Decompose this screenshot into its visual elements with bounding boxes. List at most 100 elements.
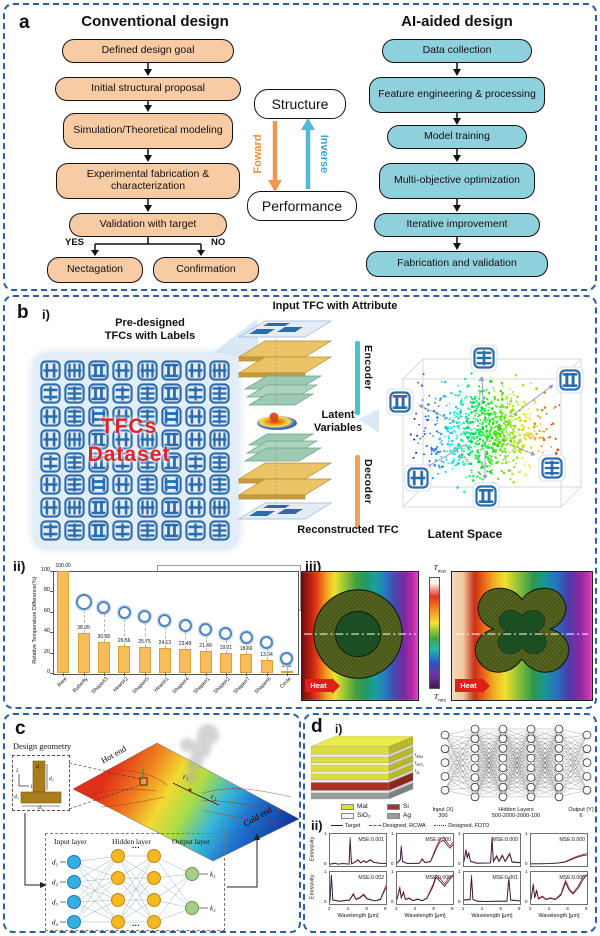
- wavelength-label: Wavelength [μm]: [471, 913, 513, 919]
- conventional-title: Conventional design: [81, 13, 229, 30]
- flow-step-confirmation: Confirmation: [153, 257, 259, 283]
- shape-glyph: [75, 593, 92, 610]
- svg-text:k₁: k₁: [210, 871, 216, 879]
- bar-value: 21.49: [199, 643, 212, 650]
- y-tick: 60: [43, 607, 50, 614]
- shape-glyph: [97, 601, 111, 615]
- svg-text:MSE:0.000: MSE:0.000: [559, 837, 585, 843]
- svg-text:d₃: d₃: [38, 805, 43, 810]
- bar: [57, 571, 70, 673]
- heat-arrow-right: Heat: [455, 677, 490, 694]
- svg-text:MSE:0.000: MSE:0.000: [492, 837, 518, 843]
- encoder-decoder-stack: [237, 320, 333, 520]
- panel-d-sub-ii: ii): [311, 818, 323, 833]
- panel-b: b i) Pre-designed TFCs with Labels TFCs …: [3, 295, 597, 709]
- flow-step-nectagation: Nectagation: [47, 257, 143, 283]
- bar-value: 38.95: [77, 625, 90, 632]
- shape-glyph: [260, 635, 273, 649]
- tfc-glyph: [64, 474, 85, 495]
- design-geometry-title: Design geometry: [13, 741, 72, 751]
- bar-value: 18.66: [239, 645, 253, 652]
- legend-si: Si: [403, 803, 409, 810]
- x-tick: 2: [395, 906, 398, 911]
- bar-value: 25.75: [138, 638, 151, 645]
- shape-glyph: [117, 606, 131, 620]
- x-tick: 4: [413, 906, 417, 911]
- emissivity-plot: MSE:0.001: [463, 871, 521, 905]
- svg-text:MSE:0.000: MSE:0.000: [425, 875, 451, 881]
- bar: [219, 653, 232, 673]
- rtd-bar-chart: RTD = ∑Ω₁(Tcloak,i − Tref)2∑Ω₁(Tref − Tb…: [23, 561, 303, 709]
- legend-ag: Ag: [403, 812, 411, 819]
- dataset-caption: Pre-designed TFCs with Labels: [104, 317, 196, 343]
- shape-glyph: [158, 614, 172, 628]
- tfc-glyph: [185, 360, 206, 381]
- tfc-glyph: [64, 360, 85, 381]
- legend-swatch-mat: [341, 804, 354, 810]
- tfc-glyph: [185, 474, 206, 495]
- tfc-glyph: [112, 474, 133, 495]
- bar: [97, 641, 110, 673]
- bar: [179, 649, 192, 673]
- shape-glyph: [178, 618, 192, 632]
- dataset-overlay-line2: Dataset: [87, 443, 171, 466]
- flow-step-feature-eng: Feature engineering & processing: [369, 77, 545, 113]
- tfc-glyph: [137, 383, 158, 404]
- x-tick: 6: [432, 906, 435, 911]
- tfc-glyph: [88, 474, 109, 495]
- tmin-label: Tmin: [434, 692, 446, 704]
- emissivity-ylabel: Emissivity: [309, 874, 316, 899]
- y-tick: 80: [43, 587, 50, 594]
- svg-text:d₂: d₂: [52, 879, 59, 887]
- flow-step-multi-objective: Multi-objective optimization: [379, 163, 535, 199]
- heatmap-circle-cloak: [301, 571, 419, 701]
- bar-value: 100.00: [55, 563, 71, 569]
- bar: [240, 653, 253, 673]
- svg-text:···: ···: [132, 921, 140, 930]
- tfc-glyph: [64, 497, 85, 518]
- legend-swatch-si: [387, 804, 400, 810]
- y-tick: 20: [43, 648, 50, 655]
- panel-d-sub-i: i): [335, 722, 343, 736]
- tfc-glyph: [88, 520, 109, 541]
- emissivity-plot: MSE:0.000: [530, 871, 588, 905]
- bar-value: 26.56: [117, 637, 131, 644]
- latent-scatter-points: [409, 372, 561, 494]
- tfc-glyph: [112, 520, 133, 541]
- bar-value: 13.04: [260, 651, 273, 658]
- emissivity-ylabel: Emissivity: [309, 836, 316, 861]
- multilayer-stack: [310, 736, 414, 800]
- svg-text:d₄: d₄: [52, 919, 59, 927]
- tfc-glyph: [137, 360, 158, 381]
- y-tick: 40: [43, 628, 50, 635]
- heat-arrow-left: Heat: [305, 677, 340, 694]
- shape-glyph: [280, 652, 294, 666]
- tfc-glyph: [40, 474, 61, 495]
- legend-swatch-sio2: [341, 813, 354, 819]
- emissivity-legend: Target Designed, RCWA Designed, FDTD: [331, 822, 496, 829]
- reconstructed-caption: Reconstructed TFC: [297, 524, 399, 536]
- tfc-glyph: [40, 520, 61, 541]
- tfc-glyph: [112, 360, 133, 381]
- svg-text:MSE:0.000: MSE:0.000: [425, 837, 451, 843]
- dataset-overlay-line1: TFCs: [100, 415, 158, 438]
- tfc-glyph: [161, 360, 182, 381]
- tfc-glyph: [40, 497, 61, 518]
- panel-a: a Conventional design AI-aided design De…: [3, 3, 597, 291]
- emissivity-plot: MSE:0.001: [329, 833, 387, 867]
- tfc-glyph: [161, 520, 182, 541]
- tfc-glyph: [161, 474, 182, 495]
- emissivity-plot: MSE:0.000: [396, 871, 454, 905]
- bar: [77, 633, 90, 673]
- bar: [158, 648, 171, 673]
- input-tfc-caption: Input TFC with Attribute: [272, 300, 398, 312]
- flow-step-validation: Validation with target: [69, 213, 227, 237]
- svg-text:d₄: d₄: [49, 776, 54, 782]
- x-tick: 8: [585, 906, 588, 911]
- latent-variables-label: Latent Variables: [313, 409, 363, 435]
- emissivity-plot: MSE:0.000: [463, 833, 521, 867]
- ai-title: AI-aided design: [401, 13, 513, 30]
- shape-glyph: [199, 622, 212, 636]
- t-si-label: tSi: [415, 769, 420, 775]
- nn-box-c: Input layer Hidden layer Output layer d₁…: [45, 833, 225, 931]
